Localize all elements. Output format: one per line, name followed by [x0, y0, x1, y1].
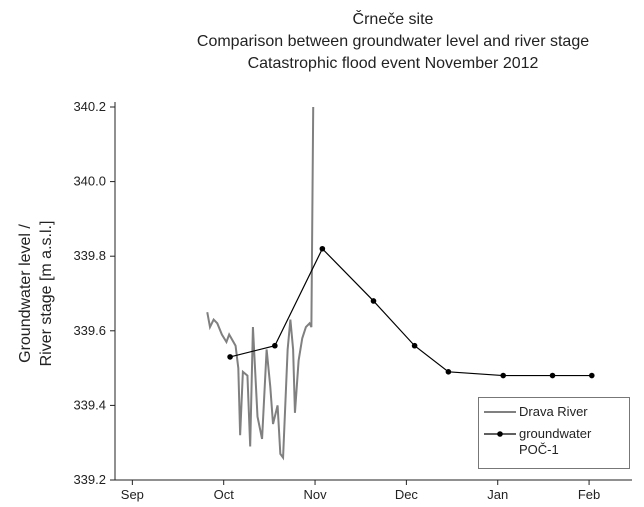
- data-point: [272, 342, 278, 349]
- data-point: [445, 369, 452, 375]
- legend-swatch: [484, 411, 516, 413]
- y-axis-label: River stage [m a.s.l.]: [38, 221, 55, 367]
- x-tick-label: Feb: [578, 487, 600, 502]
- x-tick-label: Oct: [214, 487, 235, 502]
- series-line: [229, 247, 592, 377]
- x-tick-label: Nov: [303, 487, 327, 502]
- data-point: [370, 298, 377, 304]
- data-point: [411, 342, 418, 349]
- x-tick-label: Dec: [395, 487, 419, 502]
- chart-title: Comparison between groundwater level and…: [197, 33, 589, 50]
- chart-title: Catastrophic flood event November 2012: [248, 55, 539, 72]
- data-point: [549, 372, 556, 379]
- data-point: [589, 372, 595, 379]
- y-tick-label: 340.2: [73, 99, 106, 114]
- y-axis-label: Groundwater level /: [17, 224, 34, 363]
- y-tick-label: 339.4: [73, 397, 106, 412]
- data-point: [319, 245, 326, 252]
- legend: Drava River groundwater POČ-1: [478, 397, 630, 469]
- chart-title: Črneče site: [353, 9, 434, 28]
- data-point: [227, 354, 233, 360]
- data-point: [500, 372, 507, 379]
- legend-marker: [497, 431, 503, 437]
- y-tick-label: 339.2: [73, 472, 106, 487]
- y-tick-label: 340.0: [73, 174, 106, 189]
- legend-label: groundwater POČ-1: [519, 426, 592, 457]
- y-tick-label: 339.6: [73, 323, 106, 338]
- legend-label: Drava River: [519, 404, 588, 419]
- x-tick-label: Sep: [121, 487, 144, 502]
- series-line: [206, 106, 315, 461]
- legend-swatch: [484, 431, 516, 437]
- y-tick-label: 339.8: [73, 248, 106, 263]
- x-tick-label: Jan: [487, 487, 508, 502]
